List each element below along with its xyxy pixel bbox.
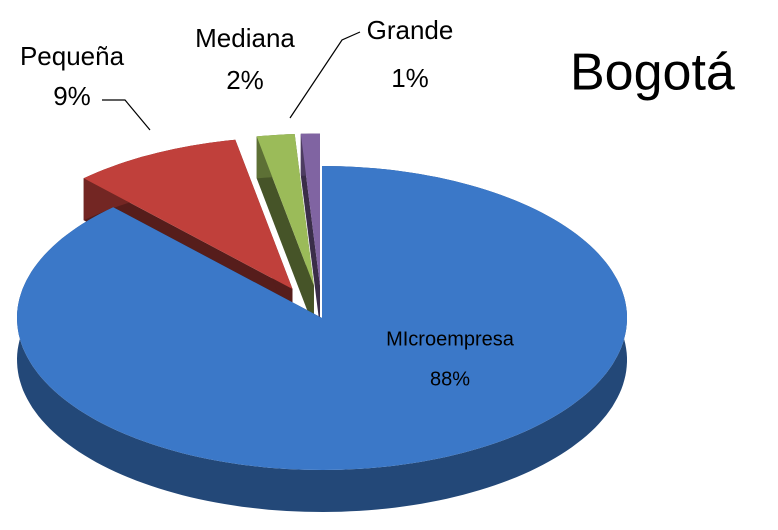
- slice-wall: [300, 133, 320, 328]
- pie-slice: [300, 133, 320, 328]
- data-label-value: 1%: [391, 63, 429, 93]
- pie-slice: [17, 166, 627, 512]
- slice-wall: [256, 136, 314, 328]
- data-label-value: 9%: [53, 81, 91, 111]
- data-label-name: Pequeña: [20, 41, 125, 71]
- leader-line: [289, 31, 361, 119]
- data-label-value: 88%: [430, 368, 470, 390]
- slice-top: [256, 134, 314, 286]
- leader-line: [102, 99, 151, 131]
- slice-top: [17, 166, 627, 470]
- data-label-name: Mediana: [195, 23, 295, 53]
- pie-slice: [256, 134, 314, 328]
- data-label-value: 2%: [226, 65, 264, 95]
- data-label-name: Grande: [367, 15, 454, 45]
- chart-title: Bogotá: [570, 44, 735, 102]
- data-label-name: MIcroempresa: [386, 328, 515, 350]
- slice-top: [83, 139, 293, 289]
- slice-top: [300, 133, 320, 286]
